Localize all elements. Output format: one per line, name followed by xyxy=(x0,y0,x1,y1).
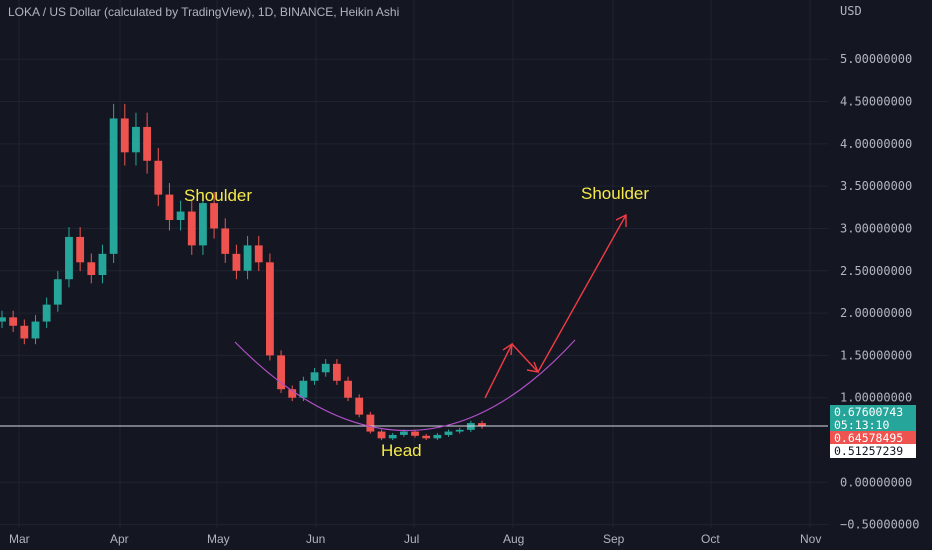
bar-countdown: 05:13:10 xyxy=(834,418,890,432)
projection-arrows[interactable] xyxy=(484,213,627,399)
candle-body xyxy=(120,118,129,153)
y-tick-label: 4.50000000 xyxy=(840,95,912,109)
grid-lines xyxy=(0,0,828,528)
level-price-tag: 0.51257239 xyxy=(830,444,916,458)
currency-label: USD xyxy=(840,4,862,18)
candle-body xyxy=(87,262,96,275)
price-axis[interactable]: 5.00000000 4.50000000 4.00000000 3.50000000… xyxy=(840,52,919,531)
candle-body xyxy=(76,236,85,263)
candle-body xyxy=(0,317,6,322)
y-tick-label: 5.00000000 xyxy=(840,52,912,66)
close-price-tag: 0.64578495 xyxy=(830,431,916,445)
y-tick-label: 0.00000000 xyxy=(840,475,912,489)
candle-body xyxy=(444,431,453,435)
candle-body xyxy=(199,203,207,246)
x-tick-label: May xyxy=(207,532,230,546)
candle-body xyxy=(332,363,341,381)
candle-body xyxy=(321,363,330,373)
candle-body xyxy=(20,325,29,339)
y-tick-label: 2.50000000 xyxy=(840,264,912,278)
candle-body xyxy=(254,245,263,263)
y-tick-label: 2.00000000 xyxy=(840,306,912,320)
candle-body xyxy=(243,245,252,271)
candle-body xyxy=(266,262,274,356)
candle-body xyxy=(31,321,40,339)
x-tick-label: Jun xyxy=(306,532,325,546)
candle-body xyxy=(143,126,152,161)
candle-body xyxy=(344,380,352,398)
current-price-value: 0.67600743 xyxy=(834,405,904,419)
time-axis[interactable]: Mar Apr May Jun Jul Aug Sep Oct Nov xyxy=(9,532,821,546)
candle-body xyxy=(187,211,196,246)
candle-body xyxy=(176,211,185,220)
x-tick-label: Aug xyxy=(503,532,524,546)
candles xyxy=(0,103,486,441)
y-tick-label: −0.50000000 xyxy=(840,518,919,532)
x-tick-label: Nov xyxy=(800,532,821,546)
candle-body xyxy=(411,431,419,436)
candle-body xyxy=(388,434,397,439)
y-tick-label: 1.50000000 xyxy=(840,348,912,362)
candle-body xyxy=(288,389,297,398)
x-tick-label: Apr xyxy=(110,532,129,546)
candle-body xyxy=(154,160,163,195)
candle-body xyxy=(165,194,174,220)
candle-body xyxy=(221,228,230,254)
candle-body xyxy=(366,414,375,432)
candle-body xyxy=(399,431,408,435)
x-tick-label: Mar xyxy=(9,532,30,546)
candle-body xyxy=(65,236,73,280)
cup-curve[interactable] xyxy=(234,339,576,432)
annotation-left-shoulder: Shoulder xyxy=(184,186,252,205)
candle-body xyxy=(210,203,218,229)
candle-body xyxy=(422,435,431,439)
candle-body xyxy=(478,423,486,427)
x-tick-label: Sep xyxy=(603,532,625,546)
candle-body xyxy=(355,397,364,415)
chart-title: LOKA / US Dollar (calculated by TradingV… xyxy=(8,5,400,19)
candle-body xyxy=(9,317,18,326)
annotation-head: Head xyxy=(381,441,422,460)
candle-body xyxy=(132,126,140,153)
y-tick-label: 3.00000000 xyxy=(840,221,912,235)
candle-body xyxy=(277,355,285,390)
candle-body xyxy=(455,429,464,432)
candle-body xyxy=(377,431,386,439)
candle-body xyxy=(53,279,62,305)
current-price-tag: 0.67600743 05:13:10 xyxy=(830,405,916,433)
candle-body xyxy=(42,304,51,322)
candle-body xyxy=(310,372,319,381)
x-tick-label: Oct xyxy=(701,532,720,546)
y-tick-label: 1.00000000 xyxy=(840,391,912,405)
candle-body xyxy=(98,253,107,275)
y-tick-label: 4.00000000 xyxy=(840,137,912,151)
candle-body xyxy=(109,118,118,254)
candle-body xyxy=(433,434,442,439)
y-tick-label: 3.50000000 xyxy=(840,179,912,193)
x-tick-label: Jul xyxy=(404,532,419,546)
candle-body xyxy=(232,253,241,271)
annotation-right-shoulder: Shoulder xyxy=(581,184,649,203)
candle-body xyxy=(299,380,308,398)
